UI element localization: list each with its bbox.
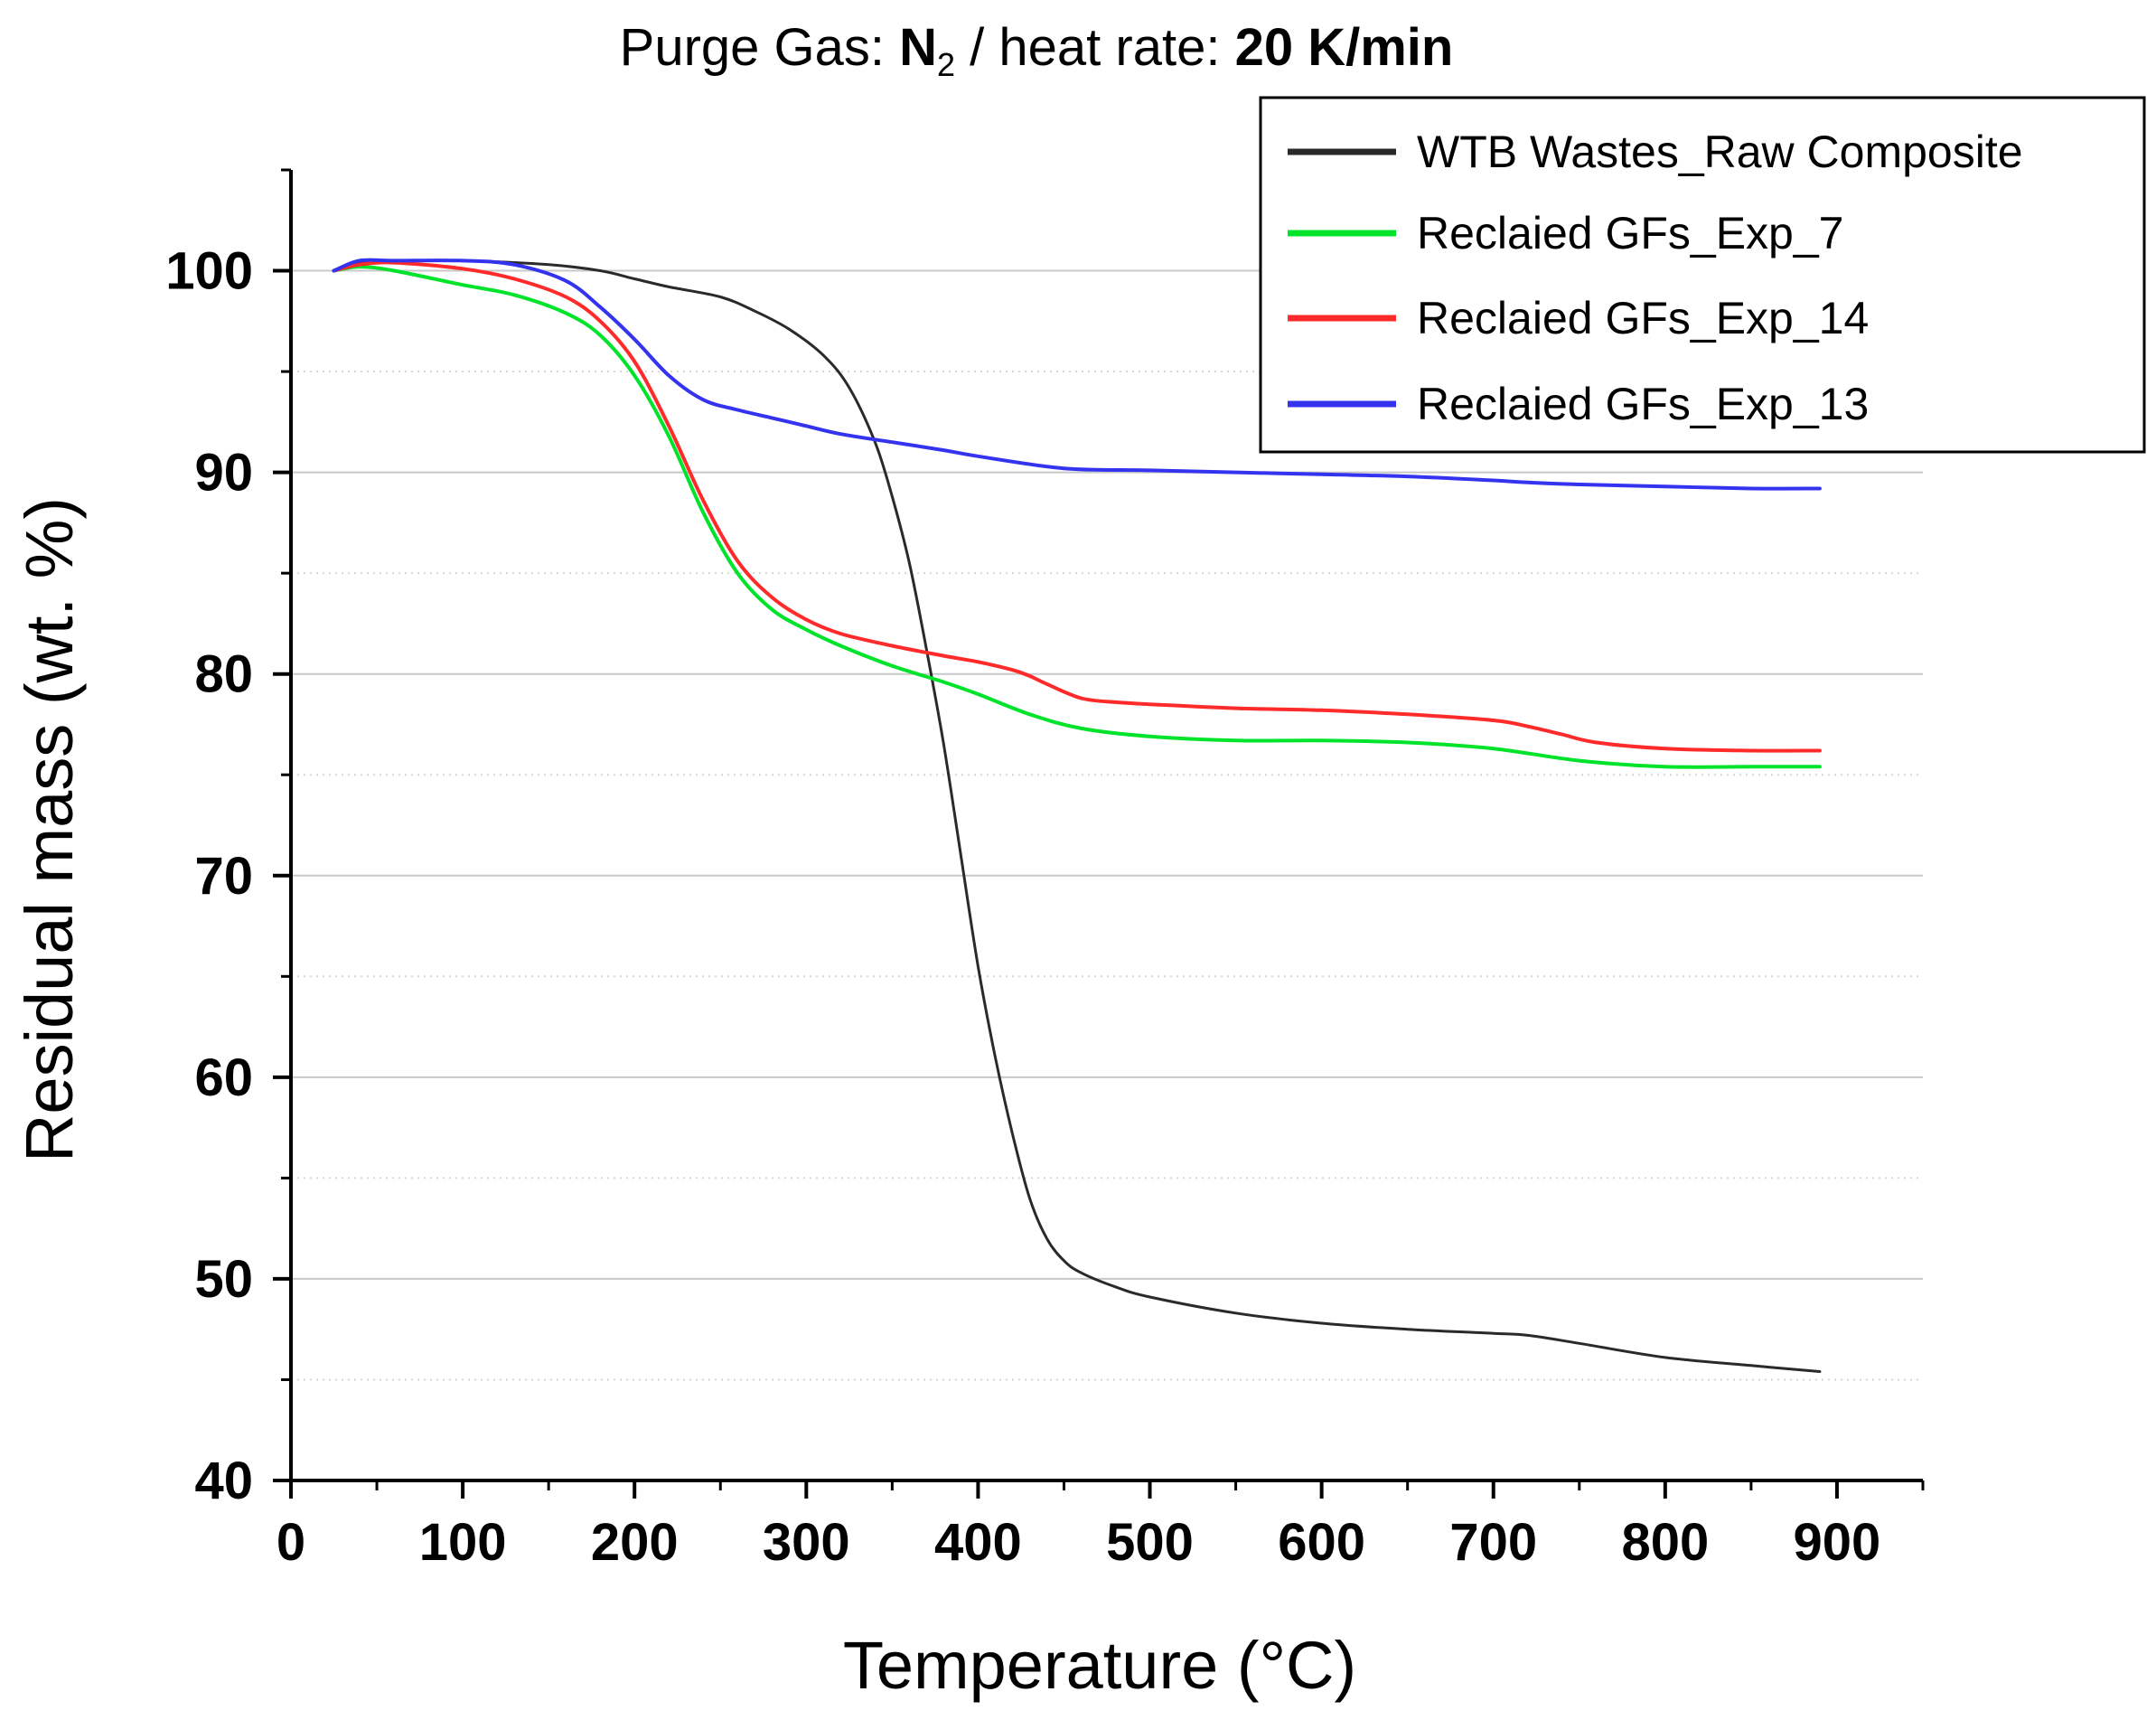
x-axis-title: Temperature (°C)	[843, 1628, 1356, 1703]
series-line-wtb-wastes-raw-composite	[333, 258, 1822, 1373]
x-tick-label: 200	[591, 1513, 679, 1572]
y-tick-label: 90	[194, 444, 253, 503]
legend: WTB Wastes_Raw Composite Reclaied GFs_Exp…	[1259, 96, 2146, 454]
series-line-reclaied-gfs-exp-7	[332, 265, 1822, 769]
x-tick-label: 900	[1794, 1513, 1881, 1572]
x-tick-label: 400	[934, 1513, 1022, 1572]
x-tick-label: 800	[1621, 1513, 1709, 1572]
legend-label: Reclaied GFs_Exp_13	[1417, 379, 1869, 429]
x-tick-label: 300	[763, 1513, 850, 1572]
title-gas: N	[899, 18, 937, 77]
title-prefix: Purge Gas:	[620, 18, 899, 77]
series-line-reclaied-gfs-exp-14	[332, 260, 1822, 753]
legend-label: WTB Wastes_Raw Composite	[1417, 127, 2023, 177]
y-tick-label: 100	[165, 242, 253, 301]
y-axis-title: Residual mass (wt. %)	[12, 497, 87, 1162]
y-tick-label: 40	[194, 1452, 253, 1510]
series-line-reclaied-gfs-exp-13	[332, 258, 1822, 491]
y-tick-label: 70	[194, 847, 253, 906]
x-tick-label: 700	[1449, 1513, 1537, 1572]
y-tick-label: 60	[194, 1048, 253, 1107]
chart-title: Purge Gas: N2 / heat rate: 20 K/min	[620, 18, 1454, 83]
legend-label: Reclaied GFs_Exp_7	[1417, 208, 1843, 258]
y-tick-label: 50	[194, 1250, 253, 1309]
title-rate: 20 K/min	[1235, 18, 1454, 77]
y-tick-label: 80	[194, 645, 253, 704]
x-tick-label: 500	[1106, 1513, 1194, 1572]
x-tick-label: 600	[1278, 1513, 1365, 1572]
data-series	[332, 258, 1822, 1373]
legend-label: Reclaied GFs_Exp_14	[1417, 293, 1869, 343]
legend-box	[1259, 96, 2146, 454]
x-tick-label: 100	[419, 1513, 507, 1572]
x-tick-label: 0	[277, 1513, 305, 1572]
title-gas-subscript: 2	[937, 46, 955, 83]
title-middle: / heat rate:	[955, 18, 1235, 77]
axis-ticks: 40 50 60 70 80 90 100 0 100 200 300 400 500 600 700 800…	[165, 168, 1925, 1572]
axes	[289, 170, 1923, 1482]
